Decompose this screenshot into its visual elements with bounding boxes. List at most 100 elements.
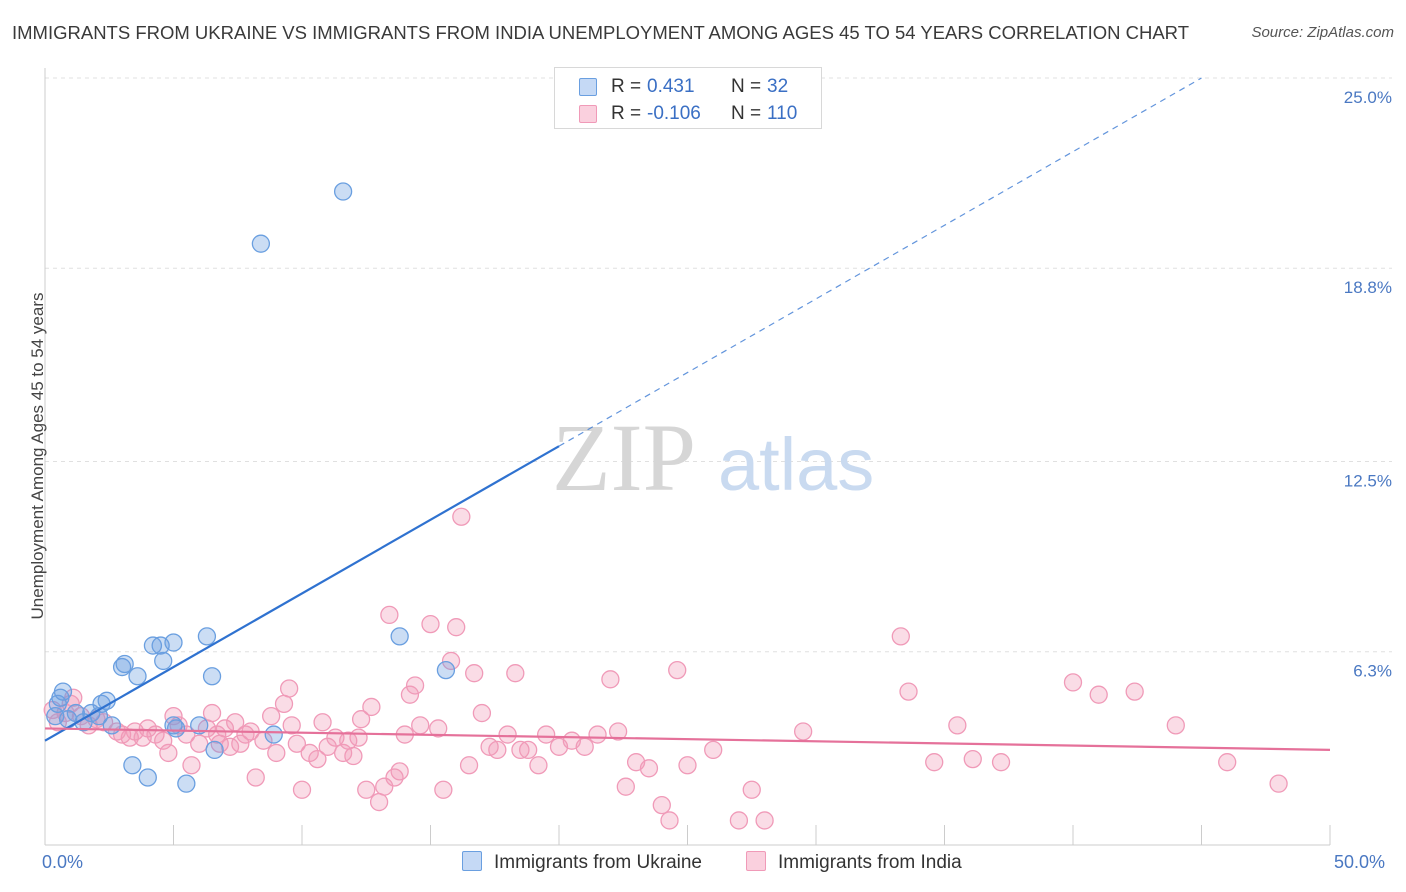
ukraine-point-20 [166,719,186,738]
n-label: N = [731,76,762,97]
india-point-92 [742,780,761,799]
india-point-105 [1218,753,1237,772]
trend-lines [44,77,1331,751]
india-point-86 [652,795,671,815]
india-point-101 [1063,673,1083,692]
india-point-76 [537,725,556,744]
india-point-67 [465,664,484,683]
watermark: ZIP atlas [552,404,874,511]
india-point-93 [755,811,774,830]
r-label: R = [611,103,642,124]
india-swatch [579,105,597,123]
india-point-61 [429,719,448,738]
y-tick-label-3: 25.0% [1344,88,1392,107]
ukraine-trend-line [44,445,560,742]
ukraine-trend-extension [558,77,1202,447]
india-point-87 [660,811,679,830]
india-point-75 [529,756,548,775]
ukraine-point-26 [123,756,142,775]
india-point-81 [601,670,620,689]
india-point-59 [411,716,430,735]
legend-item-ukraine: Immigrants from Ukraine [462,851,702,874]
axes [44,68,1331,846]
india-point-107 [349,728,368,747]
india-point-41 [308,749,327,769]
y-tick-label-1: 12.5% [1344,472,1392,491]
ukraine-point-25 [205,740,224,760]
india-point-88 [668,660,687,680]
india-point-38 [287,734,307,753]
india-point-30 [236,725,255,744]
india-point-106 [1269,774,1288,793]
india-point-37 [279,679,299,698]
india-point-65 [452,507,471,526]
india-point-39 [292,780,312,799]
india-point-104 [1166,716,1185,735]
ukraine-point-21 [177,774,196,793]
ukraine-n-value: 32 [767,76,789,97]
watermark-atlas: atlas [718,423,874,506]
india-point-82 [608,722,628,741]
india-point-53 [380,605,399,625]
india-point-80 [588,725,607,744]
ukraine-point-27 [138,768,157,787]
india-point-32 [246,768,265,787]
ukraine-point-11 [102,716,121,735]
india-point-34 [262,706,281,726]
ukraine-point-18 [164,633,183,652]
india-trend-line [44,727,1331,751]
ukraine-point-31 [390,627,409,646]
legend-row-ukraine: R = 0.431 N = 32 [555,74,821,100]
india-point-57 [400,685,420,704]
ukraine-legend-label: Immigrants from Ukraine [494,852,702,873]
india-point-60 [421,614,440,634]
india-point-97 [925,753,944,772]
watermark-zip: ZIP [552,404,696,511]
india-point-72 [506,664,525,683]
ukraine-point-29 [251,234,271,253]
india-point-47 [344,746,363,766]
legend-item-india: Immigrants from India [746,851,962,874]
grid-lines [45,77,1392,653]
india-point-48 [351,710,371,729]
india-point-90 [704,740,723,760]
india-point-100 [991,753,1011,772]
india-point-98 [948,716,967,735]
india-point-99 [963,749,982,769]
india-point-35 [267,743,286,763]
ukraine-point-23 [197,627,217,646]
india-point-73 [511,740,530,760]
ukraine-swatch [579,78,597,96]
india-point-17 [159,743,178,763]
india-point-62 [434,780,453,799]
ukraine-legend-swatch [462,851,482,871]
india-n-value: 110 [767,103,798,124]
r-label: R = [611,76,642,97]
india-legend-label: Immigrants from India [778,852,962,873]
ukraine-r-value: 0.431 [647,76,695,97]
india-point-21 [182,756,201,775]
india-point-71 [498,725,517,744]
india-point-55 [390,762,409,781]
chart-title: IMMIGRANTS FROM UKRAINE VS IMMIGRANTS FR… [12,22,1189,43]
y-tick-label-0: 6.3% [1353,662,1392,681]
n-label: N = [731,103,762,124]
india-point-74 [519,740,538,760]
ukraine-point-28 [264,725,283,744]
india-point-85 [639,759,659,778]
ukraine-point-15 [143,636,163,655]
india-point-109 [282,716,301,735]
india-point-22 [190,734,209,753]
india-point-4 [64,688,83,707]
india-point-43 [318,737,337,756]
india-point-36 [274,694,294,714]
x-tick-min: 0.0% [42,852,84,872]
ukraine-point-4 [66,703,85,723]
india-point-24 [202,703,222,723]
series-ukraine-points [46,182,456,793]
india-point-50 [362,697,381,717]
x-tick-max: 50.0% [1334,852,1386,872]
y-axis-label: Unemployment Among Ages 45 to 54 years [28,292,47,620]
correlation-legend: R = 0.431 N = 32 R = -0.106 N = 110 [554,67,822,129]
series-india-points [43,507,1288,830]
